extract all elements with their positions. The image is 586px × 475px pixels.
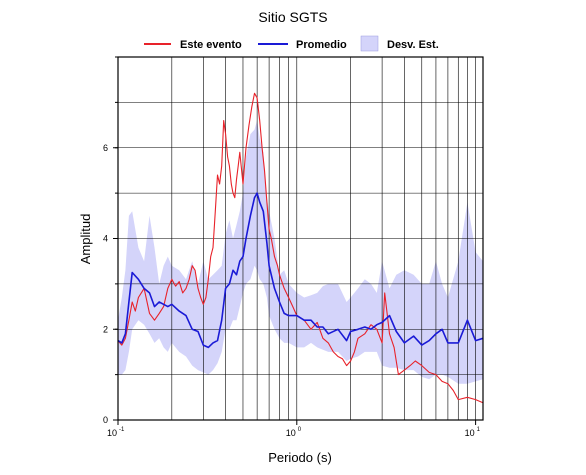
x-tick-label: 10 — [107, 428, 117, 438]
x-tick-exponent: 0 — [298, 427, 302, 433]
legend-label-este-evento: Este evento — [180, 39, 242, 51]
y-tick-label: 0 — [103, 415, 108, 425]
x-tick-exponent: 1 — [477, 427, 481, 433]
x-tick-label: 10 — [465, 428, 475, 438]
x-tick-exponent: -1 — [119, 427, 125, 433]
y-axis-label: Amplitud — [78, 214, 93, 265]
legend-swatch-desv-est — [360, 35, 379, 52]
std-dev-band — [118, 120, 483, 384]
legend: Este evento Promedio Desv. Est. — [144, 35, 439, 52]
y-tick-label: 2 — [103, 324, 108, 334]
series-line-este-evento — [117, 92, 484, 404]
chart-title: Sitio SGTS — [258, 9, 327, 25]
legend-label-desv-est: Desv. Est. — [387, 39, 439, 51]
x-axis-label: Periodo (s) — [268, 450, 332, 465]
series-line-promedio — [117, 192, 484, 349]
legend-label-promedio: Promedio — [296, 39, 347, 51]
y-tick-label: 4 — [103, 234, 108, 244]
x-tick-label: 10 — [286, 428, 296, 438]
y-tick-label: 6 — [103, 143, 108, 153]
